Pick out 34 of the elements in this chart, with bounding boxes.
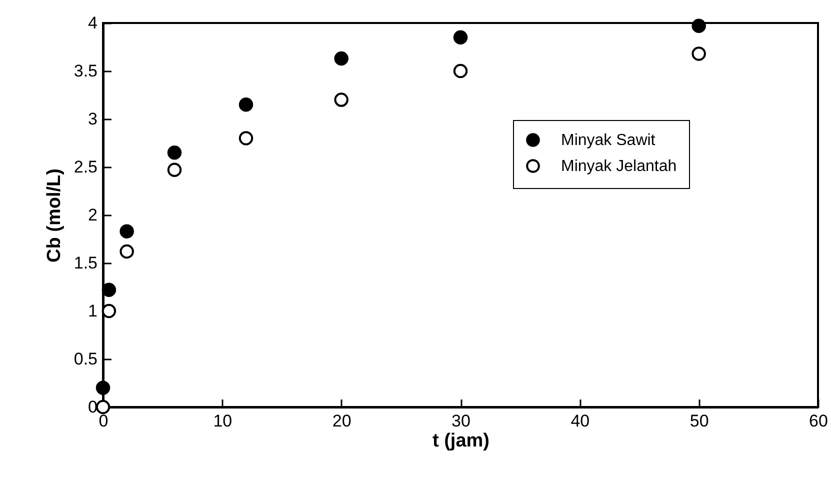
point [453, 30, 468, 45]
point [238, 131, 254, 146]
point [102, 304, 116, 318]
point [167, 145, 182, 160]
point [334, 51, 348, 66]
point [238, 97, 254, 112]
x-tick-label: 40 [570, 412, 590, 430]
legend-label: Minyak Jelantah [561, 158, 677, 175]
point [96, 400, 110, 414]
point [120, 224, 134, 238]
y-axis-title: Cb (mol/L) [44, 168, 65, 262]
legend-label: Minyak Sawit [561, 132, 656, 149]
y-tick-label: 1 [88, 302, 98, 320]
x-tick-label: 20 [332, 412, 352, 430]
x-tick-label: 10 [213, 412, 232, 430]
y-tick-label: 3.5 [74, 62, 98, 80]
point [692, 18, 706, 33]
x-tick-label: 30 [452, 412, 470, 430]
y-tick-label: 2.5 [74, 158, 98, 176]
x-tick-label: 60 [809, 412, 828, 430]
y-tick-label: 4 [88, 14, 98, 32]
x-axis-title: t (jam) [432, 430, 490, 452]
point [96, 380, 110, 395]
point [692, 46, 706, 61]
y-tick-label: 0.5 [74, 350, 98, 368]
y-tick-label: 3 [88, 110, 98, 128]
point [334, 92, 348, 107]
point [167, 162, 182, 177]
x-tick-label: 50 [690, 412, 709, 430]
point [102, 282, 116, 297]
y-tick-label: 2 [88, 206, 98, 224]
point [453, 64, 468, 78]
y-tick-label: 1.5 [74, 254, 98, 272]
point [120, 244, 134, 259]
